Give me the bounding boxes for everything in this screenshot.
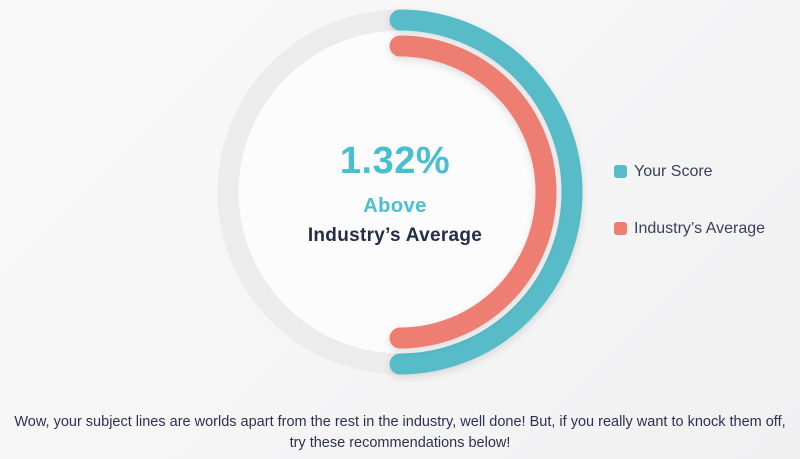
results-message: Wow, your subject lines are worlds apart…: [14, 413, 786, 451]
chart-legend: Your Score Industry’s Average: [614, 162, 765, 238]
gauge-inner-disc: [239, 31, 561, 353]
industry-average-swatch-icon: [614, 222, 627, 235]
your-score-arc: [389, 9, 583, 375]
gauge-center-label: 1.32% Above Industry’s Average: [245, 141, 545, 246]
legend-item-industry-average: Industry’s Average: [614, 219, 765, 238]
score-value: 1.32%: [339, 140, 451, 182]
score-reference-label: Industry’s Average: [307, 225, 483, 246]
legend-label-industry-average: Industry’s Average: [634, 220, 766, 237]
your-score-swatch-icon: [614, 165, 627, 178]
legend-item-your-score: Your Score: [614, 162, 765, 181]
legend-label-your-score: Your Score: [634, 163, 713, 180]
score-direction: Above: [363, 195, 427, 217]
industry-average-arc: [389, 35, 557, 349]
